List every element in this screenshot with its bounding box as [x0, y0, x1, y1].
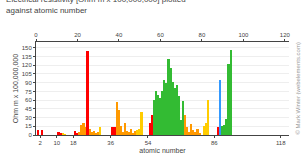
- svg-text:150: 150: [22, 45, 33, 51]
- svg-text:75: 75: [25, 89, 32, 95]
- svg-text:120: 120: [280, 32, 291, 38]
- svg-text:100: 100: [238, 32, 249, 38]
- svg-text:118: 118: [276, 140, 286, 146]
- svg-text:90: 90: [25, 80, 32, 86]
- svg-text:36: 36: [107, 140, 114, 146]
- svg-text:0: 0: [34, 32, 38, 38]
- svg-text:Ohm m x 100,000,000: Ohm m x 100,000,000: [12, 54, 19, 123]
- svg-text:54: 54: [145, 140, 152, 146]
- svg-text:© Mark Winter (webelements.com: © Mark Winter (webelements.com): [295, 42, 301, 134]
- svg-text:30: 30: [25, 115, 32, 121]
- svg-text:20: 20: [74, 32, 81, 38]
- svg-text:10: 10: [53, 140, 60, 146]
- svg-text:atomic number: atomic number: [139, 147, 186, 154]
- svg-text:60: 60: [157, 32, 164, 38]
- svg-text:86: 86: [211, 140, 218, 146]
- svg-text:135: 135: [22, 54, 33, 60]
- svg-text:18: 18: [70, 140, 77, 146]
- svg-text:40: 40: [116, 32, 123, 38]
- svg-text:120: 120: [22, 62, 33, 68]
- svg-text:80: 80: [199, 32, 206, 38]
- svg-text:105: 105: [22, 71, 33, 77]
- svg-text:60: 60: [25, 97, 32, 103]
- svg-text:15: 15: [25, 123, 32, 129]
- svg-text:2: 2: [38, 140, 42, 146]
- svg-text:45: 45: [25, 106, 32, 112]
- svg-text:0: 0: [28, 132, 32, 138]
- svg-text:Electrical resistivity [Ohm m: Electrical resistivity [Ohm m x 100,000,…: [6, 0, 186, 15]
